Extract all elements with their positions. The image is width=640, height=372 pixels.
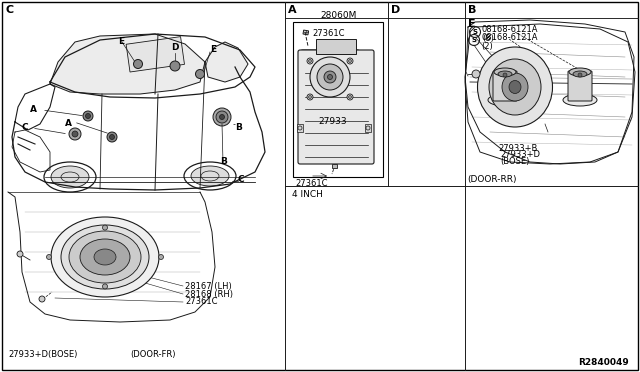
Circle shape xyxy=(86,113,90,119)
Circle shape xyxy=(349,60,351,62)
Text: (DOOR-RR): (DOOR-RR) xyxy=(467,175,516,184)
Ellipse shape xyxy=(61,225,149,289)
Ellipse shape xyxy=(69,231,141,283)
Bar xyxy=(126,36,184,72)
FancyBboxPatch shape xyxy=(568,71,592,101)
Text: 08168-6121A: 08168-6121A xyxy=(481,33,538,42)
Circle shape xyxy=(307,94,313,100)
Circle shape xyxy=(578,73,582,77)
Bar xyxy=(297,124,303,132)
Circle shape xyxy=(170,61,180,71)
Text: 28167 (LH): 28167 (LH) xyxy=(185,282,232,291)
Text: (BOSE): (BOSE) xyxy=(500,157,529,166)
Text: (DOOR-FR): (DOOR-FR) xyxy=(130,350,175,359)
Circle shape xyxy=(328,74,333,80)
Text: C: C xyxy=(238,174,244,183)
Circle shape xyxy=(324,71,336,83)
Text: 27933+B: 27933+B xyxy=(498,144,538,153)
Circle shape xyxy=(39,296,45,302)
Ellipse shape xyxy=(191,166,229,186)
Ellipse shape xyxy=(94,249,116,265)
Ellipse shape xyxy=(489,59,541,115)
Circle shape xyxy=(47,254,51,260)
Text: (8): (8) xyxy=(482,33,494,42)
Circle shape xyxy=(347,58,353,64)
Bar xyxy=(316,39,356,54)
Circle shape xyxy=(107,132,117,142)
Text: E: E xyxy=(468,19,476,29)
Text: A: A xyxy=(65,119,72,128)
Text: 27933+D(BOSE): 27933+D(BOSE) xyxy=(8,350,77,359)
Ellipse shape xyxy=(51,166,89,188)
Text: 27361C: 27361C xyxy=(185,298,218,307)
Circle shape xyxy=(159,254,163,260)
Text: 08168-6121A: 08168-6121A xyxy=(482,26,538,35)
Circle shape xyxy=(72,131,78,137)
Text: 28060M: 28060M xyxy=(320,11,356,20)
Circle shape xyxy=(69,128,81,140)
Circle shape xyxy=(17,251,23,257)
Ellipse shape xyxy=(502,73,528,101)
Ellipse shape xyxy=(569,68,591,76)
Text: C: C xyxy=(22,122,29,131)
Text: 27933: 27933 xyxy=(318,117,347,126)
Bar xyxy=(293,22,383,177)
Circle shape xyxy=(503,73,507,77)
Polygon shape xyxy=(50,34,205,94)
Text: 27933+D: 27933+D xyxy=(500,150,540,159)
Text: B: B xyxy=(468,5,476,15)
Ellipse shape xyxy=(563,94,597,106)
Ellipse shape xyxy=(494,68,516,76)
Text: A: A xyxy=(288,5,296,15)
Text: C: C xyxy=(6,5,14,15)
Bar xyxy=(303,30,308,35)
Circle shape xyxy=(308,60,312,62)
Circle shape xyxy=(347,94,353,100)
Circle shape xyxy=(307,58,313,64)
Circle shape xyxy=(213,108,231,126)
Text: S: S xyxy=(472,37,477,43)
Text: S: S xyxy=(472,29,477,35)
Ellipse shape xyxy=(51,217,159,297)
FancyBboxPatch shape xyxy=(299,50,361,108)
Polygon shape xyxy=(205,42,248,82)
Ellipse shape xyxy=(488,94,522,106)
Text: B: B xyxy=(220,157,227,167)
Text: E: E xyxy=(118,38,124,46)
Ellipse shape xyxy=(573,71,587,77)
Circle shape xyxy=(349,96,351,99)
Circle shape xyxy=(308,96,312,99)
Circle shape xyxy=(195,70,205,78)
Circle shape xyxy=(102,225,108,230)
Ellipse shape xyxy=(498,71,512,77)
Circle shape xyxy=(102,284,108,289)
FancyBboxPatch shape xyxy=(493,71,517,101)
Circle shape xyxy=(472,70,480,78)
Text: R2840049: R2840049 xyxy=(578,358,628,367)
Circle shape xyxy=(310,57,350,97)
Circle shape xyxy=(109,135,115,140)
Text: B: B xyxy=(235,122,242,131)
Circle shape xyxy=(220,115,225,119)
Circle shape xyxy=(83,111,93,121)
Text: 4 INCH: 4 INCH xyxy=(292,190,323,199)
Text: 28168 (RH): 28168 (RH) xyxy=(185,289,233,298)
Bar xyxy=(332,164,337,168)
Circle shape xyxy=(317,64,343,90)
Text: 27361C: 27361C xyxy=(312,29,344,38)
Ellipse shape xyxy=(477,47,552,127)
Circle shape xyxy=(216,111,228,123)
Text: A: A xyxy=(30,106,37,115)
Text: D: D xyxy=(172,42,179,51)
Bar xyxy=(365,124,371,132)
FancyBboxPatch shape xyxy=(298,50,374,164)
Text: (2): (2) xyxy=(481,42,493,51)
Ellipse shape xyxy=(80,239,130,275)
Text: 27361C: 27361C xyxy=(295,179,328,188)
Ellipse shape xyxy=(509,80,521,93)
Text: E: E xyxy=(210,45,216,55)
Text: D: D xyxy=(391,5,400,15)
Circle shape xyxy=(134,60,143,68)
